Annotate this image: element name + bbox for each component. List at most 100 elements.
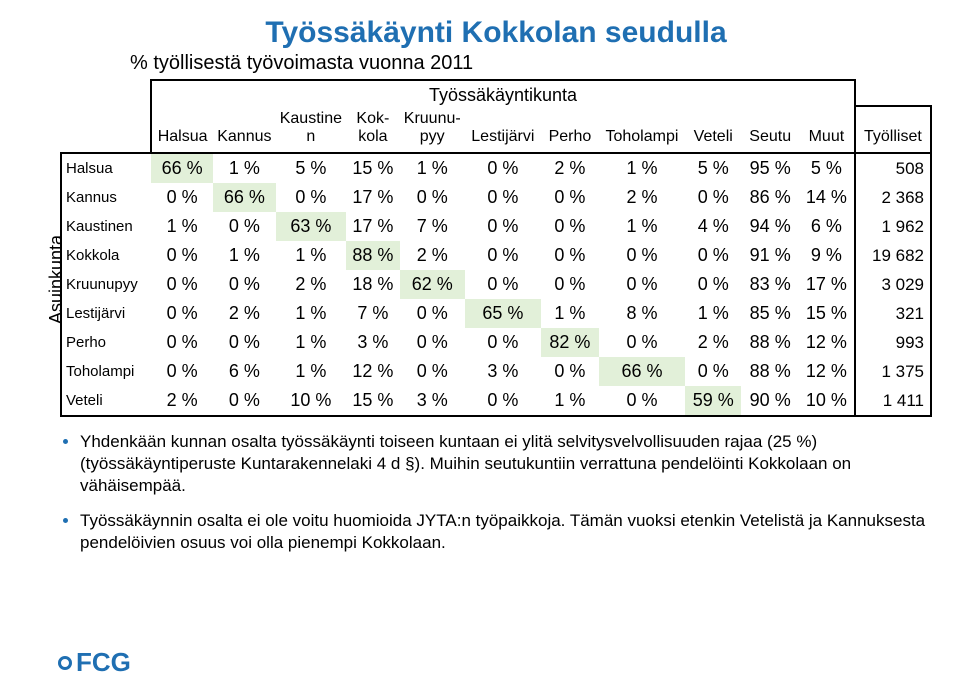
cell: 1 % xyxy=(276,241,346,270)
cell: 0 % xyxy=(599,270,685,299)
page-title: Työssäkäynti Kokkolan seudulla xyxy=(60,16,932,50)
cell: 0 % xyxy=(465,183,541,212)
col-kannus: Kannus xyxy=(213,106,276,153)
cell: 1 % xyxy=(400,153,465,183)
cell: 0 % xyxy=(151,241,213,270)
cell: 5 % xyxy=(276,153,346,183)
table-row: Kaustinen1 %0 %63 %17 %7 %0 %0 %1 %4 %94… xyxy=(61,212,931,241)
cell: 8 % xyxy=(599,299,685,328)
cell: 12 % xyxy=(799,357,855,386)
row-header: Lestijärvi xyxy=(61,299,151,328)
cell: 88 % xyxy=(741,328,799,357)
cell: 65 % xyxy=(465,299,541,328)
row-total: 508 xyxy=(855,153,931,183)
row-header: Kaustinen xyxy=(61,212,151,241)
cell: 1 % xyxy=(276,299,346,328)
cell: 1 % xyxy=(599,212,685,241)
table-row: Kokkola0 %1 %1 %88 %2 %0 %0 %0 %0 %91 %9… xyxy=(61,241,931,270)
cell: 0 % xyxy=(599,241,685,270)
cell: 3 % xyxy=(400,386,465,416)
cell: 2 % xyxy=(400,241,465,270)
cell: 0 % xyxy=(685,270,741,299)
cell: 0 % xyxy=(465,241,541,270)
cell: 5 % xyxy=(685,153,741,183)
cell: 66 % xyxy=(599,357,685,386)
cell: 62 % xyxy=(400,270,465,299)
cell: 0 % xyxy=(599,386,685,416)
cell: 1 % xyxy=(213,241,276,270)
cell: 0 % xyxy=(151,299,213,328)
table-header-row: Halsua Kannus Kaustinen Kok-kola Kruunu-… xyxy=(61,106,931,153)
cell: 14 % xyxy=(799,183,855,212)
cell: 7 % xyxy=(400,212,465,241)
cell: 91 % xyxy=(741,241,799,270)
cell: 88 % xyxy=(741,357,799,386)
row-axis-label: Asuinkunta xyxy=(46,235,67,324)
cell: 0 % xyxy=(465,328,541,357)
cell: 15 % xyxy=(346,386,400,416)
row-total: 1 375 xyxy=(855,357,931,386)
cell: 0 % xyxy=(213,328,276,357)
cell: 0 % xyxy=(400,183,465,212)
cell: 1 % xyxy=(541,299,599,328)
logo-text: FCG xyxy=(76,647,131,678)
col-kruunupyy: Kruunu-pyy xyxy=(400,106,465,153)
cell: 1 % xyxy=(213,153,276,183)
commuting-table: Työssäkäyntikunta Halsua Kannus Kaustine… xyxy=(60,79,932,417)
cell: 0 % xyxy=(465,153,541,183)
cell: 0 % xyxy=(465,270,541,299)
cell: 5 % xyxy=(799,153,855,183)
row-header: Kruunupyy xyxy=(61,270,151,299)
cell: 10 % xyxy=(799,386,855,416)
cell: 0 % xyxy=(151,183,213,212)
cell: 17 % xyxy=(346,183,400,212)
cell: 2 % xyxy=(151,386,213,416)
logo-circle-icon xyxy=(58,656,72,670)
cell: 0 % xyxy=(151,357,213,386)
cell: 0 % xyxy=(541,212,599,241)
table-row: Toholampi0 %6 %1 %12 %0 %3 %0 %66 %0 %88… xyxy=(61,357,931,386)
cell: 6 % xyxy=(213,357,276,386)
table-row: Kruunupyy0 %0 %2 %18 %62 %0 %0 %0 %0 %83… xyxy=(61,270,931,299)
cell: 95 % xyxy=(741,153,799,183)
cell: 1 % xyxy=(276,328,346,357)
cell: 0 % xyxy=(541,241,599,270)
cell: 90 % xyxy=(741,386,799,416)
cell: 10 % xyxy=(276,386,346,416)
col-veteli: Veteli xyxy=(685,106,741,153)
cell: 0 % xyxy=(541,357,599,386)
table-row: Kannus0 %66 %0 %17 %0 %0 %0 %2 %0 %86 %1… xyxy=(61,183,931,212)
cell: 1 % xyxy=(541,386,599,416)
cell: 0 % xyxy=(213,212,276,241)
cell: 4 % xyxy=(685,212,741,241)
cell: 85 % xyxy=(741,299,799,328)
cell: 66 % xyxy=(213,183,276,212)
page-subtitle: % työllisestä työvoimasta vuonna 2011 xyxy=(130,52,932,75)
cell: 0 % xyxy=(151,270,213,299)
table-row: Lestijärvi0 %2 %1 %7 %0 %65 %1 %8 %1 %85… xyxy=(61,299,931,328)
row-total: 3 029 xyxy=(855,270,931,299)
cell: 17 % xyxy=(799,270,855,299)
col-toholampi: Toholampi xyxy=(599,106,685,153)
notes-list: Yhdenkään kunnan osalta työssäkäynti toi… xyxy=(60,431,932,554)
row-total: 993 xyxy=(855,328,931,357)
row-header: Halsua xyxy=(61,153,151,183)
note-2: Työssäkäynnin osalta ei ole voitu huomio… xyxy=(80,510,932,554)
cell: 59 % xyxy=(685,386,741,416)
row-total: 321 xyxy=(855,299,931,328)
cell: 66 % xyxy=(151,153,213,183)
cell: 0 % xyxy=(465,386,541,416)
col-halsua: Halsua xyxy=(151,106,213,153)
table-row: Perho0 %0 %1 %3 %0 %0 %82 %0 %2 %88 %12 … xyxy=(61,328,931,357)
cell: 0 % xyxy=(400,299,465,328)
cell: 0 % xyxy=(685,357,741,386)
cell: 15 % xyxy=(799,299,855,328)
table-container: Asuinkunta Työssäkäyntikunta Halsua Kann… xyxy=(60,79,932,417)
cell: 9 % xyxy=(799,241,855,270)
cell: 1 % xyxy=(276,357,346,386)
cell: 17 % xyxy=(346,212,400,241)
cell: 18 % xyxy=(346,270,400,299)
cell: 0 % xyxy=(151,328,213,357)
table-super-header: Työssäkäyntikunta xyxy=(151,80,855,106)
cell: 0 % xyxy=(541,183,599,212)
